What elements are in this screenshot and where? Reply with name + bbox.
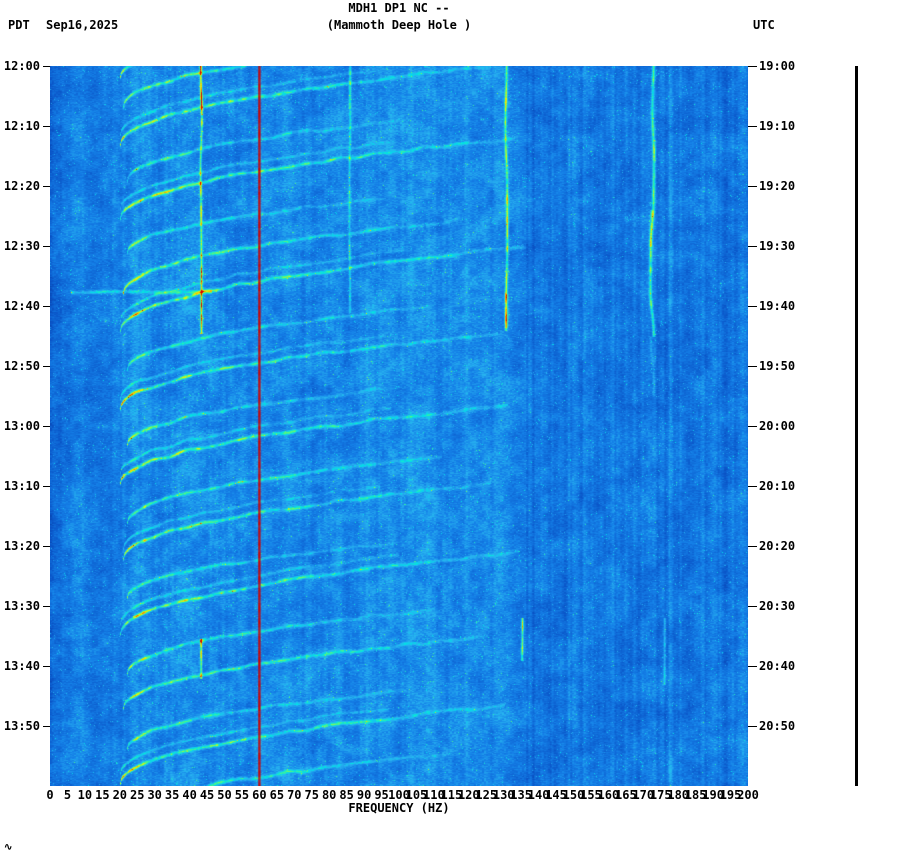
right-time-label: 20:10 [759,479,796,493]
left-time-tick [43,366,50,367]
freq-tick-label: 60 [252,788,267,802]
left-time-tick [43,546,50,547]
left-time-label: 13:00 [3,419,40,433]
freq-tick-label: 190 [702,788,724,802]
freq-tick-label: 200 [737,788,759,802]
freq-tick-label: 35 [164,788,180,802]
right-time-tick [748,66,757,67]
left-time-tick [43,246,50,247]
left-time-label: 13:20 [3,539,40,553]
date-label: Sep16,2025 [46,18,119,32]
right-time-tick [748,726,757,727]
freq-tick-label: 170 [632,788,655,802]
freq-tick-label: 115 [440,788,463,802]
freq-tick-label: 5 [63,788,72,802]
freq-tick-label: 110 [423,788,445,802]
freq-tick-label: 45 [199,788,215,802]
right-time-label: 19:40 [759,299,796,313]
left-time-tick [43,486,50,487]
freq-tick-label: 80 [321,788,337,802]
freq-tick-label: 185 [684,788,707,802]
left-time-tick [43,666,50,667]
freq-tick-label: 20 [112,788,128,802]
left-time-tick [43,66,50,67]
right-time-tick [748,126,757,127]
right-time-label: 19:30 [759,239,796,253]
right-time-tick [748,606,757,607]
right-time-tick [748,546,757,547]
freq-tick-label: 70 [287,788,302,802]
page-subtitle: (Mammoth Deep Hole ) [326,18,472,32]
freq-tick-label: 15 [95,788,110,802]
freq-tick-label: 105 [405,788,428,802]
freq-tick-label: 50 [217,788,232,802]
freq-tick-label: 140 [527,788,550,802]
left-time-tick [43,426,50,427]
freq-tick-label: 145 [545,788,567,802]
left-time-label: 12:30 [3,239,40,253]
left-time-label: 13:10 [3,479,40,493]
timezone-left-label: PDT [8,18,30,32]
corner-mark: ∿ [4,842,13,853]
freq-tick-label: 10 [77,788,93,802]
freq-tick-label: 135 [510,788,532,802]
right-time-tick [748,666,757,667]
right-time-tick [748,306,757,307]
right-time-label: 20:20 [759,539,796,553]
left-time-label: 12:00 [3,59,40,73]
left-time-tick [43,726,50,727]
freq-tick-label: 125 [475,788,498,802]
freq-tick-label: 95 [374,788,389,802]
freq-tick-label: 120 [457,788,480,802]
freq-tick-label: 175 [649,788,672,802]
left-time-label: 12:50 [3,359,40,373]
left-time-label: 13:30 [3,599,40,613]
freq-tick-label: 100 [388,788,410,802]
right-time-label: 19:00 [759,59,796,73]
right-time-label: 19:10 [759,119,796,133]
left-time-tick [43,606,50,607]
right-time-tick [748,486,757,487]
right-time-label: 20:40 [759,659,796,673]
left-time-tick [43,126,50,127]
freq-tick-label: 155 [580,788,602,802]
freq-tick-label: 85 [339,788,354,802]
freq-tick-label: 180 [667,788,690,802]
freq-tick-label: 55 [234,788,250,802]
left-time-label: 12:40 [3,299,40,313]
freq-tick-label: 0 [46,788,54,802]
freq-tick-label: 25 [130,788,145,802]
timezone-right-label: UTC [753,18,775,32]
left-time-tick [43,186,50,187]
freq-tick-label: 150 [562,788,585,802]
spectrogram-heatmap [50,66,748,786]
freq-tick-label: 65 [269,788,285,802]
left-time-label: 13:50 [3,719,40,733]
right-time-tick [748,246,757,247]
right-time-label: 20:30 [759,599,796,613]
right-time-label: 20:50 [759,719,796,733]
frequency-axis-title: FREQUENCY (HZ) [348,801,450,815]
freq-tick-label: 130 [492,788,515,802]
page-title: MDH1 DP1 NC -- [348,1,450,15]
right-time-tick [748,426,757,427]
right-time-tick [748,186,757,187]
right-edge-bar [855,66,858,786]
freq-tick-label: 165 [615,788,637,802]
freq-tick-label: 160 [597,788,620,802]
freq-tick-label: 90 [356,788,372,802]
freq-tick-label: 40 [182,788,197,802]
right-time-tick [748,366,757,367]
freq-tick-label: 195 [719,788,742,802]
left-time-tick [43,306,50,307]
right-time-label: 19:20 [759,179,796,193]
right-time-label: 20:00 [759,419,796,433]
left-time-label: 12:20 [3,179,40,193]
left-time-label: 13:40 [3,659,40,673]
freq-tick-label: 30 [147,788,162,802]
left-time-label: 12:10 [3,119,40,133]
freq-tick-label: 75 [304,788,319,802]
right-time-label: 19:50 [759,359,796,373]
